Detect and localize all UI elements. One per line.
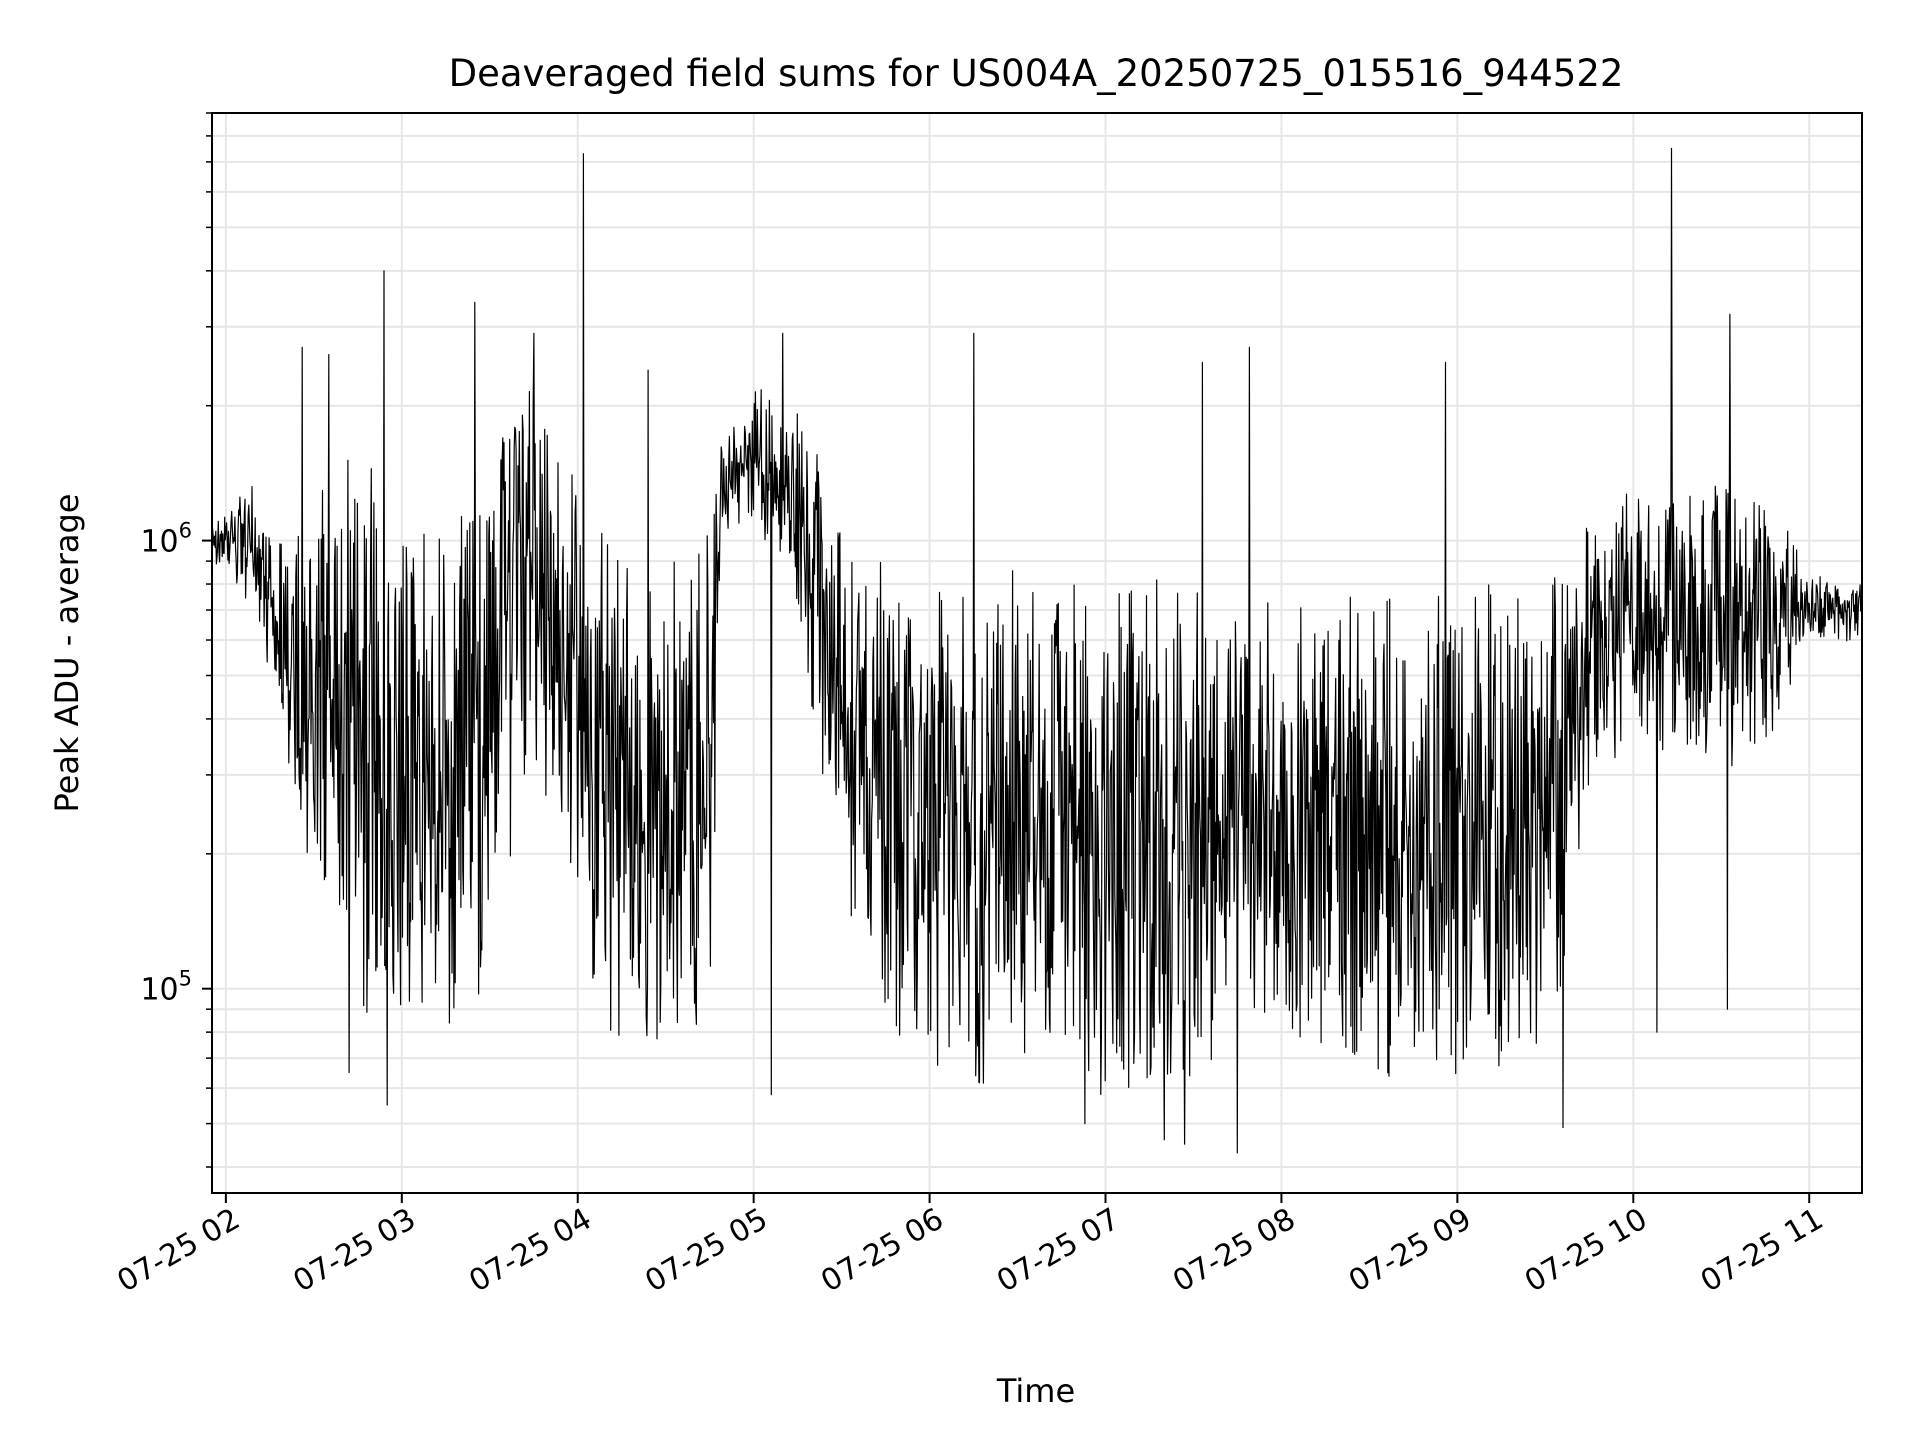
y-tick-label: 106	[140, 519, 192, 560]
chart-title: Deaveraged field sums for US004A_2025072…	[449, 52, 1624, 95]
y-axis: 105 106	[140, 112, 212, 1168]
y-axis-label: Peak ADU - average	[48, 494, 86, 813]
plot-frame	[211, 112, 1863, 1194]
series-trace	[211, 147, 1863, 1154]
x-axis-label: Time	[996, 1372, 1075, 1410]
y-tick-label: 105	[140, 967, 192, 1008]
series-line	[211, 147, 1863, 1154]
